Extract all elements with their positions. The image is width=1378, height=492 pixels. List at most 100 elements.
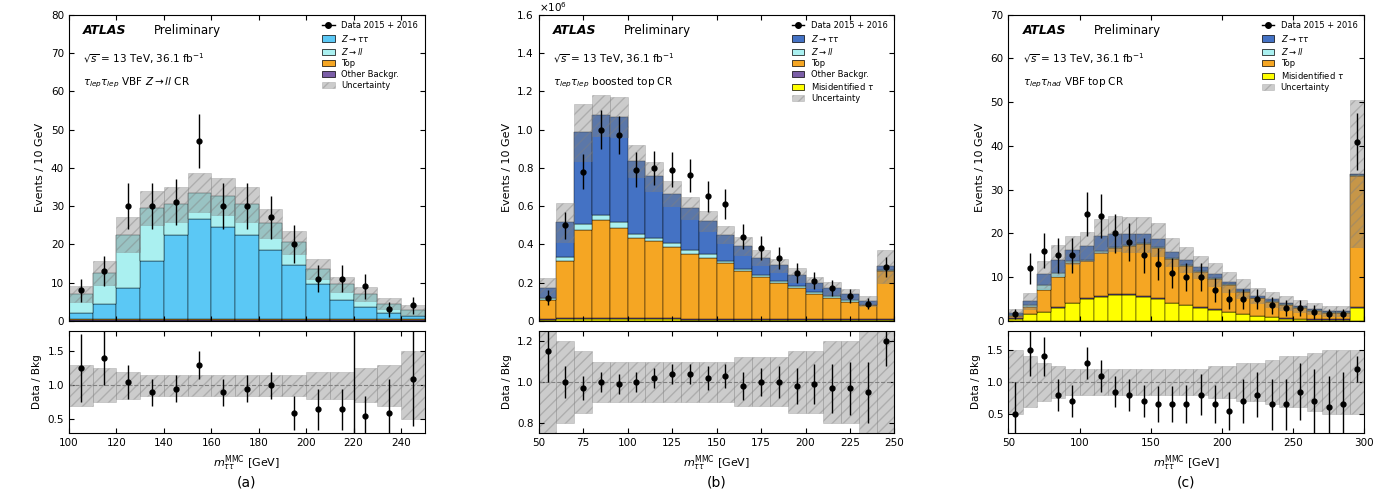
Bar [645, 319, 663, 321]
Bar [141, 375, 164, 396]
Bar [1036, 275, 1051, 285]
Bar [1009, 309, 1022, 317]
Bar [211, 178, 236, 215]
Bar [610, 222, 627, 228]
Bar [282, 319, 306, 320]
Bar [627, 319, 645, 321]
Text: (a): (a) [237, 476, 256, 490]
Y-axis label: Events / 10 GeV: Events / 10 GeV [36, 123, 45, 213]
Bar [645, 176, 663, 238]
Bar [1350, 175, 1364, 176]
Bar [1193, 256, 1207, 278]
Bar [557, 318, 575, 319]
Bar [1308, 303, 1322, 314]
Bar [699, 221, 717, 254]
Bar [1322, 320, 1335, 321]
Bar [329, 284, 354, 300]
Bar [259, 209, 282, 238]
Bar [823, 296, 841, 298]
Bar [788, 319, 806, 320]
Bar [841, 294, 858, 300]
Bar [1151, 223, 1164, 256]
Bar [116, 217, 141, 252]
Bar [876, 250, 894, 282]
Bar [141, 261, 164, 319]
Bar [752, 275, 770, 277]
Bar [717, 320, 734, 321]
Bar [1279, 304, 1293, 305]
Bar [788, 288, 806, 319]
Bar [187, 173, 211, 212]
Bar [1265, 301, 1279, 302]
Bar [806, 277, 823, 288]
Bar [1137, 217, 1151, 251]
Bar [593, 318, 610, 319]
Bar [1079, 299, 1094, 321]
Bar [539, 319, 557, 320]
Bar [1222, 282, 1236, 284]
Bar [823, 288, 841, 296]
Bar [681, 197, 699, 219]
Bar [1293, 319, 1308, 321]
Bar [876, 250, 894, 282]
Bar [1250, 298, 1265, 299]
Bar [627, 145, 645, 177]
Bar [752, 320, 770, 321]
Bar [1009, 315, 1022, 316]
Bar [806, 292, 823, 294]
Bar [663, 362, 681, 402]
Bar [1335, 350, 1350, 414]
Bar [1236, 279, 1250, 299]
Bar [1009, 309, 1022, 317]
Bar [876, 271, 894, 319]
Bar [1350, 100, 1364, 247]
Bar [1094, 369, 1108, 395]
Bar [858, 320, 876, 321]
Bar [1335, 306, 1350, 316]
Bar [259, 223, 282, 250]
Text: $\times 10^6$: $\times 10^6$ [539, 0, 566, 14]
Bar [1222, 272, 1236, 292]
Bar [1193, 369, 1207, 395]
Bar [841, 341, 858, 423]
Bar [752, 277, 770, 319]
Bar [1051, 245, 1065, 275]
Bar [610, 117, 627, 222]
Bar [69, 286, 92, 302]
Bar [1279, 296, 1293, 310]
Bar [69, 313, 92, 319]
Bar [1022, 307, 1036, 314]
Bar [734, 319, 752, 320]
Bar [164, 204, 187, 235]
Bar [92, 369, 116, 402]
Bar [1065, 261, 1079, 264]
Bar [539, 298, 557, 300]
Bar [663, 319, 681, 321]
Bar [354, 287, 378, 301]
Bar [1122, 234, 1137, 245]
Bar [1122, 295, 1137, 321]
Bar [1094, 251, 1108, 252]
Bar [610, 97, 627, 137]
Bar [841, 289, 858, 299]
Bar [306, 259, 329, 279]
Bar [823, 282, 841, 295]
Bar [282, 243, 306, 265]
Bar [187, 193, 211, 219]
Bar [788, 268, 806, 282]
Bar [1151, 247, 1164, 248]
Bar [1036, 261, 1051, 288]
Bar [823, 319, 841, 320]
Bar [1164, 238, 1180, 266]
Bar [1350, 174, 1364, 175]
Bar [610, 97, 627, 137]
Bar [645, 318, 663, 319]
Bar [1065, 250, 1079, 261]
Bar [699, 258, 717, 319]
Bar [69, 294, 92, 313]
Bar [1335, 320, 1350, 321]
Bar [1051, 277, 1065, 307]
Bar [876, 321, 894, 443]
Bar [116, 320, 141, 321]
Bar [699, 320, 717, 321]
